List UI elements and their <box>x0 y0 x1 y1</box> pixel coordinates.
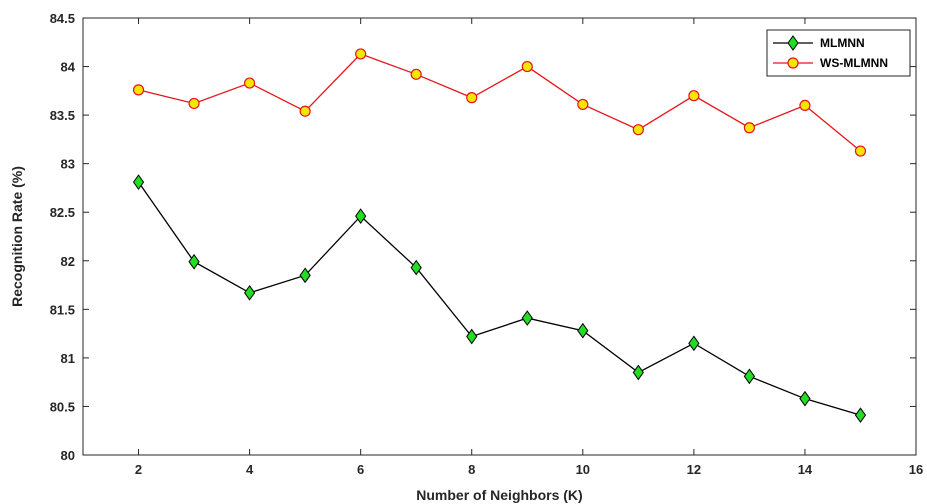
data-point <box>299 267 311 284</box>
legend-marker <box>787 57 799 69</box>
plot-frame <box>82 17 917 456</box>
data-point <box>243 284 256 301</box>
x-tick-label: 6 <box>357 462 364 477</box>
plot-area <box>82 17 917 456</box>
data-point <box>355 208 367 224</box>
x-tick-label: 16 <box>909 462 923 477</box>
legend-label: MLMNN <box>820 36 865 50</box>
series-layer <box>132 48 867 424</box>
y-tick-label: 84 <box>61 60 76 75</box>
data-point <box>355 48 367 60</box>
series-ws-mlmnn <box>132 48 867 157</box>
data-point <box>244 77 256 89</box>
data-point <box>854 407 867 424</box>
legend-label: WS-MLMNN <box>820 56 888 70</box>
x-tick-label: 8 <box>468 462 475 477</box>
legend-box <box>766 29 911 77</box>
legend-item: WS-MLMNN <box>773 56 888 70</box>
data-point <box>188 253 200 270</box>
y-tick-label: 83 <box>61 157 75 172</box>
data-point <box>466 92 478 104</box>
data-point <box>577 98 589 111</box>
x-tick-label: 10 <box>576 462 590 477</box>
data-point <box>632 124 644 136</box>
y-tick-label: 80.5 <box>50 399 75 414</box>
data-point <box>799 99 811 112</box>
x-tick-label: 4 <box>246 462 254 477</box>
series-mlmnn <box>132 174 867 424</box>
y-tick-label: 82 <box>61 254 75 269</box>
y-axis-label: Recognition Rate (%) <box>9 166 25 307</box>
data-point <box>132 84 145 96</box>
y-tick-label: 84.5 <box>50 11 75 26</box>
y-tick-label: 81.5 <box>50 302 75 317</box>
y-tick-label: 82.5 <box>50 205 75 220</box>
data-point <box>132 174 145 190</box>
data-point <box>410 259 422 276</box>
y-tick-label: 80 <box>61 448 75 463</box>
data-point <box>299 105 311 117</box>
data-point <box>743 368 756 385</box>
y-tick-label: 81 <box>61 351 75 366</box>
legend: MLMNN WS-MLMNN <box>766 29 911 77</box>
data-point <box>854 145 867 157</box>
data-point <box>188 97 200 110</box>
y-tick-label: 83.5 <box>50 108 75 123</box>
data-point <box>799 390 811 407</box>
legend-marker <box>787 35 799 51</box>
data-point <box>466 328 478 345</box>
data-point <box>688 335 700 352</box>
data-point <box>521 60 533 73</box>
data-point <box>410 68 422 80</box>
axis-ticks: 2 4 6 8 10 12 14 16 80 80.5 81 81.5 82 82.5 83 83.5 84 84… <box>50 11 924 477</box>
x-tick-label: 12 <box>687 462 701 477</box>
x-tick-label: 14 <box>798 462 813 477</box>
data-point <box>743 122 756 134</box>
data-point <box>688 90 700 102</box>
x-tick-label: 2 <box>135 462 142 477</box>
data-point <box>632 364 644 381</box>
data-point <box>577 322 589 339</box>
series-line <box>138 53 861 152</box>
series-line <box>138 181 861 416</box>
data-point <box>521 310 533 326</box>
legend-item: MLMNN <box>773 35 865 51</box>
x-axis-label: Number of Neighbors (K) <box>416 487 582 503</box>
